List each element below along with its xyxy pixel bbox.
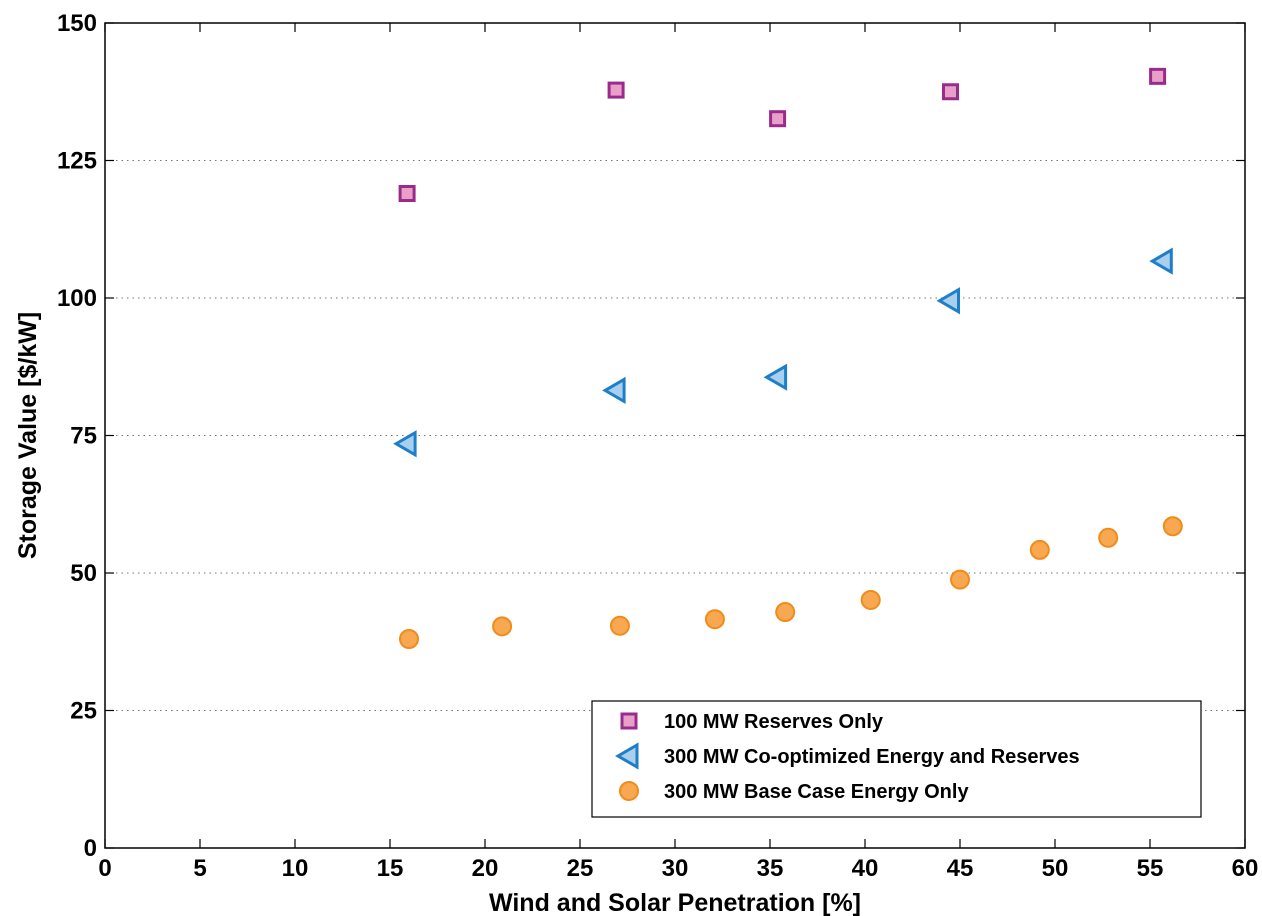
- series-3-point: [1098, 527, 1119, 548]
- series-2-point: [393, 430, 417, 458]
- series-1-point: [942, 83, 959, 101]
- x-tick-label: 25: [567, 855, 594, 882]
- x-tick-label: 50: [1042, 855, 1069, 882]
- series-1-point: [607, 81, 625, 99]
- series-3-point: [950, 569, 970, 590]
- legend-label: 300 MW Co-optimized Energy and Reserves: [664, 746, 1080, 768]
- series-2-point: [763, 363, 788, 391]
- x-tick-label: 60: [1232, 855, 1259, 882]
- series-2-point: [936, 287, 960, 315]
- legend: 100 MW Reserves Only 300 MW Co-optimized …: [591, 700, 1202, 818]
- series-3-point: [492, 616, 513, 637]
- y-axis-title: Storage Value [$/kW]: [14, 312, 42, 559]
- data-points: [393, 67, 1183, 649]
- x-tick-label: 20: [472, 855, 499, 882]
- x-tick-label: 15: [377, 855, 404, 882]
- legend-box: [591, 700, 1202, 818]
- x-tick-label: 0: [98, 855, 111, 882]
- x-tick-label: 35: [757, 855, 784, 882]
- legend-marker: [619, 781, 639, 801]
- series-3-point: [609, 615, 630, 636]
- x-tick-label: 40: [852, 855, 879, 882]
- x-tick-label: 5: [193, 855, 206, 882]
- y-tick-label: 125: [57, 148, 97, 175]
- legend-marker: [620, 712, 638, 730]
- series-2-point: [602, 376, 626, 405]
- legend-label: 100 MW Reserves Only: [664, 711, 884, 733]
- axis-ticks: 0 25 50 75 100 125 150 0 5 10 15 20 25 30 35 40 45 50 55 60: [57, 10, 1258, 882]
- series-3-point: [1029, 539, 1050, 560]
- x-tick-label: 30: [662, 855, 689, 882]
- x-tick-label: 55: [1137, 855, 1164, 882]
- y-tick-label: 25: [70, 698, 97, 725]
- legend-label: 300 MW Base Case Energy Only: [664, 781, 969, 803]
- series-3-point: [399, 629, 419, 649]
- y-tick-label: 150: [57, 10, 97, 37]
- series-1-point: [1149, 67, 1167, 85]
- series-1-point: [769, 110, 787, 128]
- grid-lines: [105, 160, 1245, 711]
- series-3-point: [775, 602, 796, 623]
- legend-marker: [615, 742, 639, 770]
- series-1-point: [398, 185, 416, 202]
- x-axis-title: Wind and Solar Penetration [%]: [489, 889, 861, 916]
- series-3-point: [1162, 516, 1183, 537]
- y-tick-label: 50: [70, 560, 97, 587]
- series-3-point: [860, 589, 881, 610]
- y-tick-label: 100: [57, 285, 97, 312]
- x-tick-label: 10: [282, 855, 309, 882]
- y-tick-label: 0: [84, 835, 97, 862]
- y-tick-label: 75: [70, 423, 97, 450]
- x-tick-label: 45: [947, 855, 974, 882]
- series-2-point: [1149, 247, 1173, 275]
- series-3-point: [704, 609, 725, 630]
